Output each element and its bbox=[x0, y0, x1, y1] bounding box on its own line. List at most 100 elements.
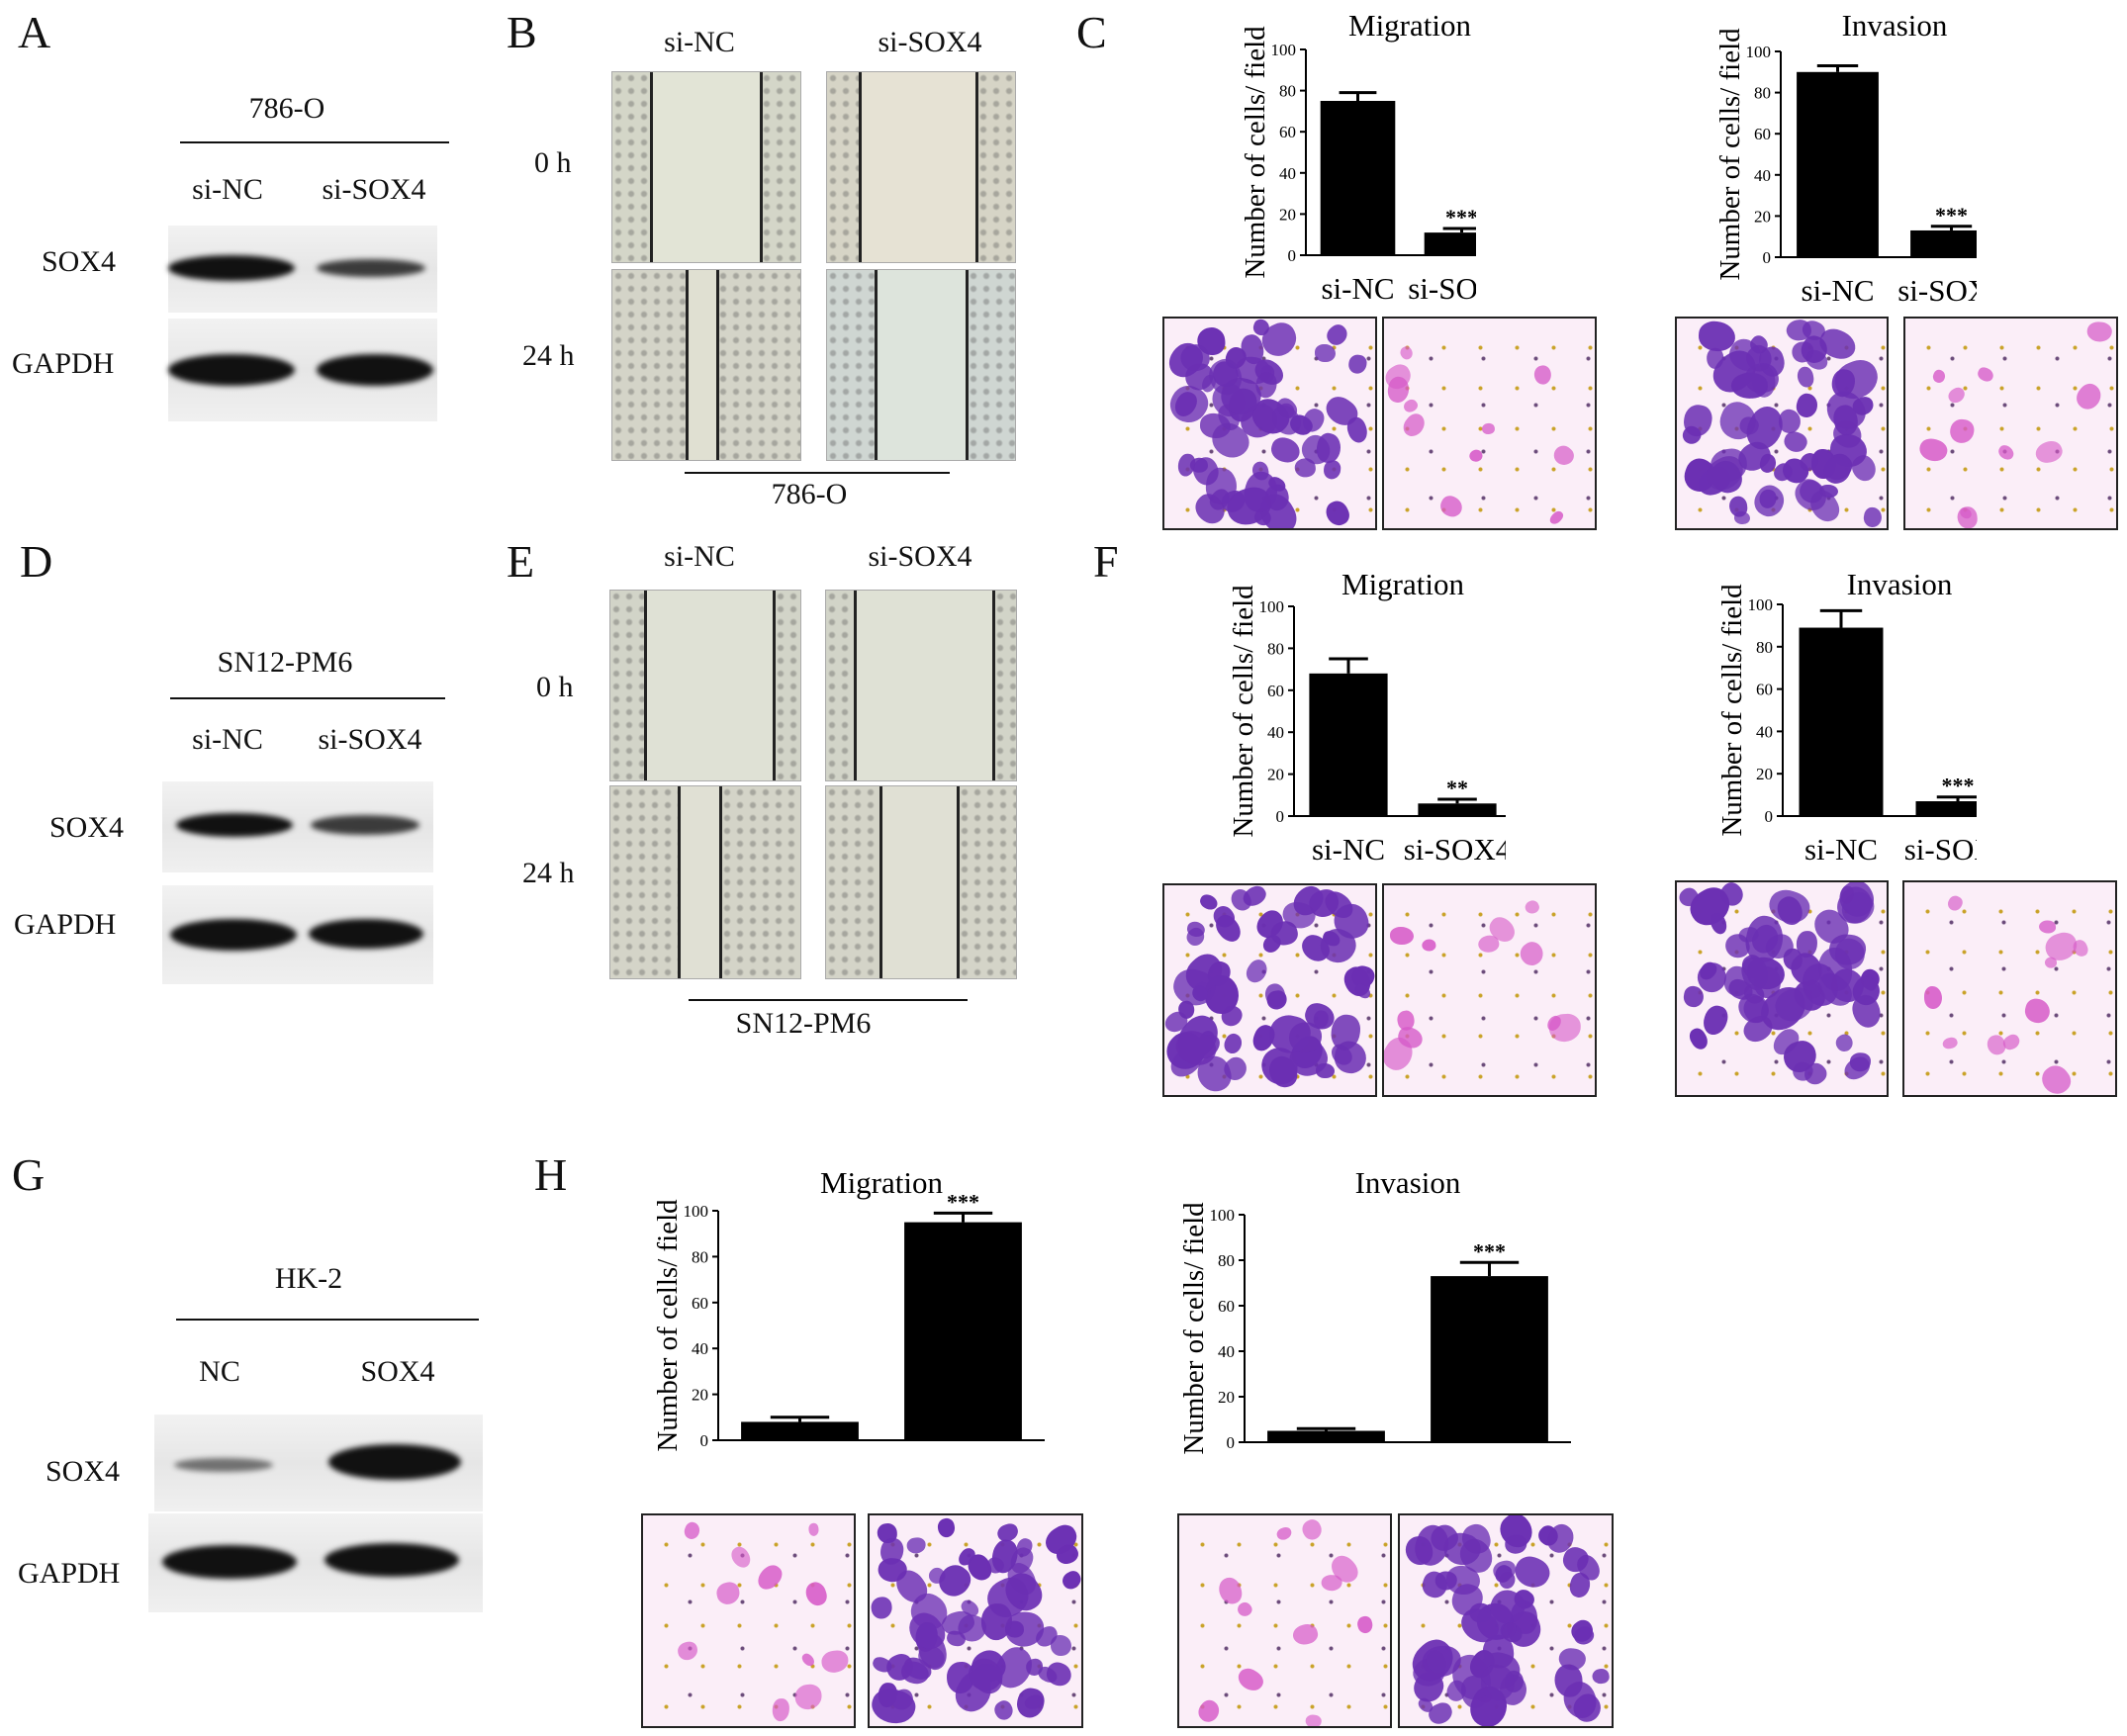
y-tick-label: 100 bbox=[684, 1202, 709, 1221]
category-label: si-SOX4 bbox=[1404, 832, 1506, 866]
bar bbox=[904, 1222, 1022, 1440]
y-tick-label: 0 bbox=[1276, 807, 1285, 826]
significance-label: ** bbox=[1446, 776, 1468, 800]
stained-cell bbox=[1050, 1634, 1071, 1656]
chart-title: Migration bbox=[820, 1165, 943, 1200]
transwell-image bbox=[1382, 317, 1597, 530]
western-protein-label: GAPDH bbox=[18, 1557, 121, 1590]
transwell-image bbox=[1675, 317, 1889, 530]
wound-column-label: si-SOX4 bbox=[878, 26, 982, 58]
western-blot-sox4 bbox=[162, 781, 433, 872]
chart-title: Invasion bbox=[1847, 567, 1953, 601]
bar bbox=[1797, 71, 1879, 257]
category-label: SOX4 bbox=[925, 1456, 1002, 1464]
transwell-image bbox=[1675, 880, 1889, 1097]
wound-image bbox=[611, 71, 801, 263]
bar-chart-f-invasion: 0 20 40 60 80 100 Invasion Number of cells/ fie… bbox=[1716, 567, 1977, 866]
y-tick-label: 40 bbox=[1279, 164, 1296, 183]
wound-cell-line-label: 786-O bbox=[771, 478, 848, 510]
y-tick-label: 60 bbox=[692, 1294, 708, 1313]
category-label: NC bbox=[1305, 1458, 1347, 1464]
transwell-image bbox=[1162, 317, 1377, 530]
western-blot-gapdh bbox=[148, 1513, 483, 1612]
y-tick-label: 80 bbox=[1756, 638, 1773, 657]
wound-image bbox=[609, 590, 801, 781]
y-axis-label: Number of cells/ field bbox=[1716, 584, 1748, 837]
chart-title: Invasion bbox=[1355, 1165, 1461, 1200]
panel-letter-c: C bbox=[1076, 7, 1107, 57]
category-label: NC bbox=[779, 1456, 821, 1464]
western-protein-label: GAPDH bbox=[12, 347, 115, 380]
y-axis-label: Number of cells/ field bbox=[1178, 1202, 1210, 1455]
bar-chart-f-migration: 0 20 40 60 80 100 Migration Number of cells/ fi… bbox=[1228, 567, 1506, 866]
western-lane-label: SOX4 bbox=[360, 1355, 435, 1388]
y-tick-label: 20 bbox=[1756, 765, 1773, 783]
stained-cell bbox=[1315, 1062, 1335, 1079]
y-axis-label: Number of cells/ field bbox=[1714, 28, 1746, 281]
wound-time-label: 0 h bbox=[534, 146, 572, 179]
wound-cell-line-label: SN12-PM6 bbox=[735, 1007, 872, 1040]
transwell-image bbox=[868, 1513, 1083, 1728]
stained-cell bbox=[1389, 926, 1415, 945]
y-tick-label: 60 bbox=[1754, 125, 1771, 143]
significance-label: *** bbox=[1445, 205, 1476, 229]
panel-letter-a: A bbox=[18, 7, 51, 57]
bar bbox=[1309, 673, 1388, 816]
western-blot-sox4 bbox=[168, 226, 437, 313]
y-tick-label: 80 bbox=[1218, 1251, 1235, 1270]
y-tick-label: 60 bbox=[1279, 123, 1296, 141]
panel-letter-h: H bbox=[534, 1149, 568, 1200]
y-tick-label: 100 bbox=[1210, 1206, 1236, 1225]
y-tick-label: 80 bbox=[1267, 639, 1284, 658]
western-protein-label: SOX4 bbox=[49, 811, 125, 844]
transwell-image bbox=[1902, 880, 2117, 1097]
wound-column-label: si-NC bbox=[664, 540, 735, 573]
y-tick-label: 0 bbox=[1765, 807, 1774, 826]
y-tick-label: 0 bbox=[1288, 246, 1297, 265]
wound-time-label: 0 h bbox=[536, 671, 574, 703]
panel-letter-b: B bbox=[507, 7, 537, 57]
bar bbox=[1910, 229, 1977, 257]
panel-letter-e: E bbox=[507, 536, 535, 587]
y-tick-label: 100 bbox=[1746, 43, 1772, 61]
bar-chart-h-migration: 0 20 40 60 80 100 Migration Number of cells/ fi… bbox=[652, 1165, 1045, 1464]
y-tick-label: 0 bbox=[1763, 248, 1772, 267]
stained-cell bbox=[1314, 344, 1336, 363]
significance-label: *** bbox=[1473, 1238, 1506, 1263]
category-label: si-SOX4 bbox=[1408, 271, 1476, 306]
bar bbox=[1431, 1276, 1548, 1442]
wound-time-label: 24 h bbox=[522, 339, 575, 372]
wound-bracket-line bbox=[689, 999, 968, 1001]
western-lane-label: si-NC bbox=[192, 173, 263, 206]
stained-cell bbox=[1505, 1534, 1527, 1554]
panel-letter-f: F bbox=[1093, 536, 1119, 587]
y-tick-label: 0 bbox=[700, 1431, 709, 1450]
transwell-image bbox=[1162, 883, 1377, 1097]
y-tick-label: 40 bbox=[1754, 166, 1771, 185]
y-tick-label: 80 bbox=[692, 1247, 708, 1266]
y-tick-label: 100 bbox=[1748, 595, 1774, 614]
western-lane-label: si-SOX4 bbox=[322, 173, 426, 206]
category-label: si-NC bbox=[1312, 832, 1385, 866]
bar-chart-h-invasion: 0 20 40 60 80 100 Invasion Number of cells/ fie… bbox=[1178, 1165, 1571, 1464]
y-tick-label: 40 bbox=[1218, 1342, 1235, 1361]
western-lane-label: si-SOX4 bbox=[318, 723, 422, 756]
stained-cell bbox=[1957, 505, 1979, 528]
y-tick-label: 20 bbox=[1279, 205, 1296, 224]
bar-chart-c-migration: 0 20 40 60 80 100 Migration Number of cells/ fi… bbox=[1240, 8, 1476, 306]
wound-image bbox=[825, 785, 1017, 979]
bar bbox=[1799, 627, 1884, 816]
bar bbox=[741, 1421, 859, 1440]
western-blot-gapdh bbox=[162, 885, 433, 984]
category-label: si-NC bbox=[1321, 271, 1394, 306]
wound-image bbox=[826, 71, 1016, 263]
y-axis-label: Number of cells/ field bbox=[1228, 585, 1259, 838]
western-cell-line-label: SN12-PM6 bbox=[217, 646, 353, 679]
y-tick-label: 40 bbox=[692, 1339, 708, 1358]
transwell-image bbox=[1177, 1513, 1392, 1728]
significance-label: *** bbox=[1935, 203, 1968, 228]
western-protein-label: GAPDH bbox=[14, 908, 117, 941]
significance-label: *** bbox=[1942, 774, 1975, 798]
chart-title: Migration bbox=[1341, 567, 1464, 601]
y-tick-label: 20 bbox=[1754, 207, 1771, 226]
